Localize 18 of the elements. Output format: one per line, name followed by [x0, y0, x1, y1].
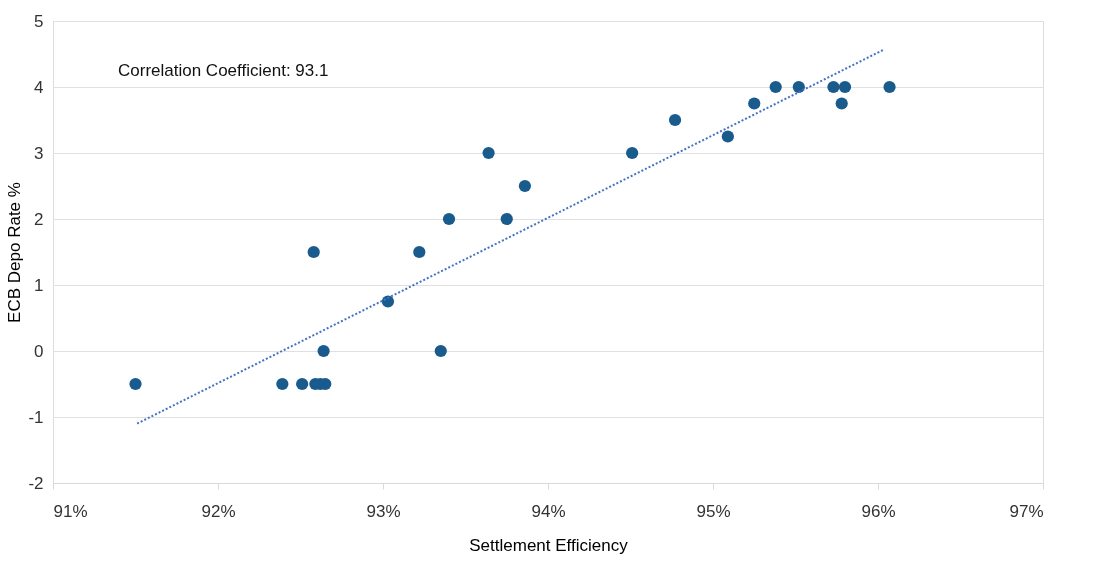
annotation: Correlation Coefficient: 93.1: [118, 61, 329, 80]
x-tick-label: 96%: [861, 501, 896, 521]
x-tick-label: 92%: [201, 501, 236, 521]
x-tick-label: 97%: [1009, 501, 1044, 521]
y-axis-title: ECB Depo Rate %: [5, 182, 25, 323]
x-tick-label: 93%: [366, 501, 401, 521]
y-tick-label: 0: [34, 341, 44, 361]
x-axis-title: Settlement Efficiency: [469, 535, 629, 555]
y-tick-label: -1: [28, 407, 44, 427]
y-tick-label: 5: [34, 11, 44, 31]
x-tick-label: 95%: [696, 501, 731, 521]
y-tick-label: -2: [28, 473, 44, 493]
x-tick-label: 94%: [531, 501, 566, 521]
y-tick-label: 3: [34, 143, 44, 163]
y-tick-label: 2: [34, 209, 44, 229]
y-tick-label: 4: [34, 77, 44, 97]
y-tick-label: 1: [34, 275, 44, 295]
x-tick-label: 91%: [53, 501, 88, 521]
